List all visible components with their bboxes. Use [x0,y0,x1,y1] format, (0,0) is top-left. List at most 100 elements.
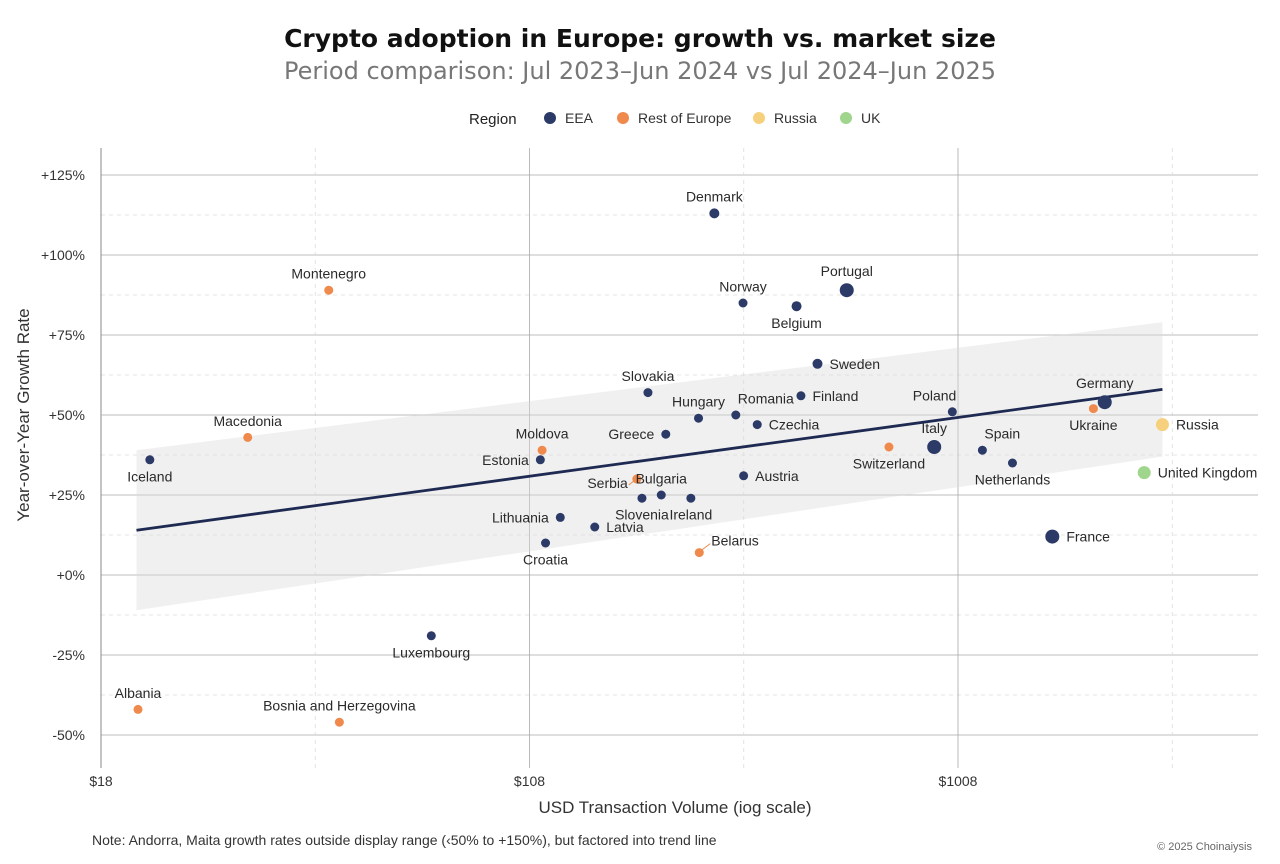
data-point-group: Moldova [516,426,569,455]
data-point [709,208,720,219]
data-point-label: Macedonia [213,413,282,429]
data-point [1097,395,1112,410]
data-point [686,493,696,503]
data-point-group: Montenegro [291,266,366,295]
data-point [1088,404,1098,414]
confidence-band [136,322,1163,611]
legend: Region EEA Rest of Europe Russia UK [469,110,881,128]
data-point-label: Belarus [711,533,758,549]
data-point-group: Ireland [669,493,712,523]
data-point [1137,466,1151,480]
data-point-label: Ireland [669,507,712,523]
x-tick-label: $18 [89,773,113,789]
data-point-label: Croatia [523,552,568,568]
data-point-label: Bulgaria [636,471,688,487]
y-tick-label: +50% [49,407,85,423]
data-point-label: Latvia [606,519,644,535]
data-point-group: Slovenia [615,493,669,523]
data-point-group: Macedonia [213,413,282,442]
data-point-group: Slovakia [622,368,675,398]
data-point-group: Czechia [752,417,820,433]
data-point-label: Bosnia and Herzegovina [263,698,416,714]
data-point [927,440,942,454]
legend-label: Russia [774,110,817,126]
data-point [812,358,823,369]
data-point-label: Albania [115,685,162,701]
data-point [133,704,143,714]
data-point-group: Italy [921,420,947,454]
confidence-band-layer [136,322,1163,611]
y-tick-label: -25% [52,647,85,663]
data-point-label: Greece [608,426,654,442]
legend-title: Region [469,111,517,128]
data-point [884,442,894,452]
data-point [324,285,334,295]
chart-subtitle: Period comparison: Jul 2023–Jun 2024 vs … [284,57,996,85]
footnote: Note: Andorra, Maita growth rates outsid… [92,832,717,848]
data-point-group: Spain [977,426,1020,455]
label-leader [701,543,711,550]
legend-label: Rest of Europe [638,110,732,126]
y-tick-label: +25% [49,487,85,503]
data-point [1045,529,1060,544]
data-point-label: Lithuania [492,509,549,525]
data-point [739,471,749,481]
data-point-label: Belgium [771,315,822,331]
data-point-group: Belgium [771,301,822,331]
data-point-group: Romania [731,391,794,420]
data-point [977,445,987,455]
y-tick-label: +100% [41,247,85,263]
data-point [243,432,253,442]
legend-marker [617,112,629,124]
data-point-label: Ukraine [1069,417,1117,433]
chart-title: Crypto adoption in Europe: growth vs. ma… [284,24,996,53]
data-point-group: Germany [1076,375,1134,410]
data-point-group: France [1045,529,1110,545]
data-point-label: Slovakia [622,368,675,384]
data-point [637,493,647,503]
data-point-label: Serbia [587,475,628,491]
data-point-label: Germany [1076,375,1134,391]
y-axis-label: Year-over-Year Growth Rate [14,308,33,521]
data-point-label: Denmark [686,188,744,204]
data-point [656,490,666,500]
data-point [839,283,854,298]
y-tick-label: -50% [52,727,85,743]
data-point-group: Poland [913,387,957,417]
data-point-label: Romania [738,391,794,407]
data-point-label: Netherlands [975,472,1051,488]
y-tick-label: +0% [57,567,85,583]
x-tick-label: $108 [514,773,545,789]
data-point-group: Luxembourg [392,631,470,660]
trend-line [136,388,1163,532]
data-point-group: Austria [739,468,799,484]
data-point-label: Russia [1176,417,1219,433]
data-point-label: Iceland [127,468,172,484]
data-point-label: Luxembourg [392,644,470,660]
data-point [791,301,802,312]
axis-ticks: -50% -25% +0% +25% +50% +75% +100% +125% $18 $108… [41,167,978,789]
legend-marker [544,112,556,124]
data-point-group: Netherlands [975,458,1051,488]
data-point-group: Croatia [523,538,568,568]
data-point-label: Italy [921,420,947,436]
data-point [541,538,551,548]
data-point [145,455,155,465]
data-point-group: Portugal [821,263,873,298]
data-point-label: Poland [913,387,957,403]
data-point [643,388,653,398]
data-point-label: Sweden [829,356,880,372]
label-leader [628,480,635,486]
y-tick-label: +75% [49,327,85,343]
legend-marker [753,112,765,124]
x-tick-label: $1008 [939,773,978,789]
grid [100,148,1258,768]
data-point-group: Serbia [587,474,642,491]
data-point [731,410,741,420]
data-point-label: Hungary [672,394,725,410]
data-point-label: Spain [984,426,1020,442]
data-point-label: Finland [812,388,858,404]
data-point-group: Switzerland [853,442,925,472]
data-point-group: Norway [719,279,767,308]
data-point [738,298,748,308]
